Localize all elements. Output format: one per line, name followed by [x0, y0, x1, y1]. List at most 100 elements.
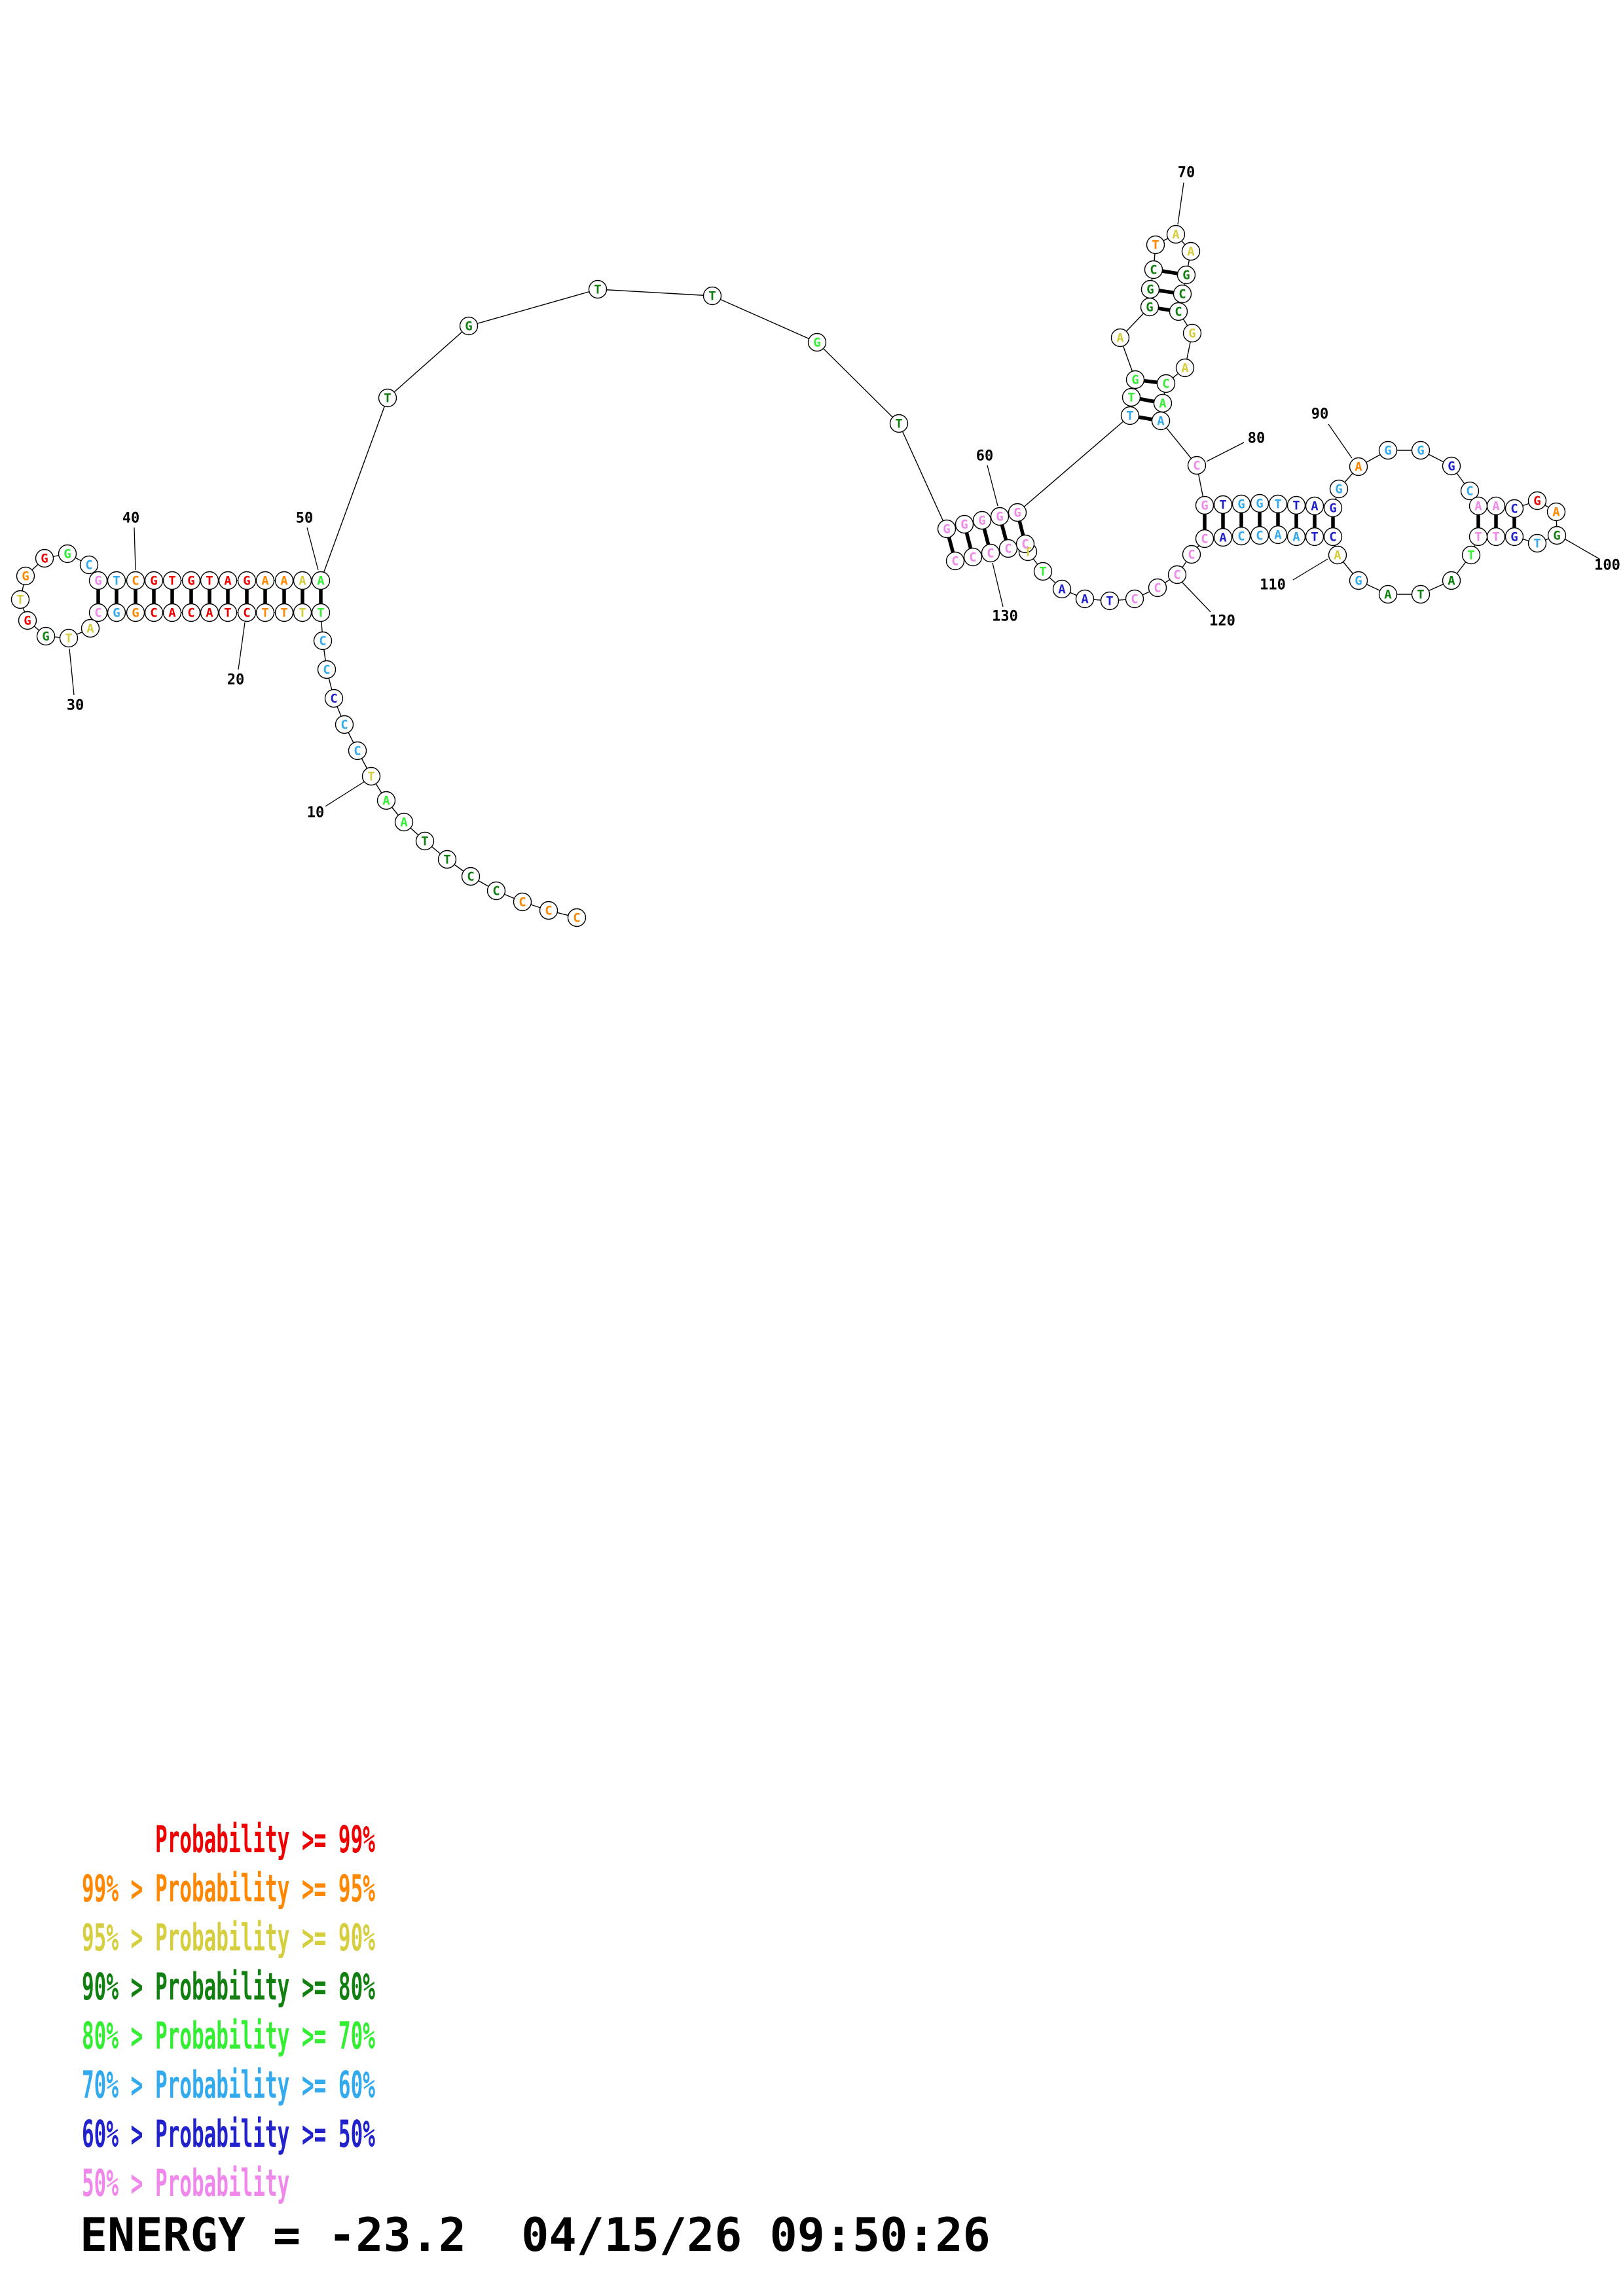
legend-line-0: Probability >= 99% — [82, 1818, 375, 1862]
nucleotide-circle — [293, 571, 312, 590]
position-label-leader — [1565, 539, 1600, 560]
nucleotide-circle — [81, 619, 100, 638]
nucleotide-letter: C — [1004, 542, 1012, 556]
nucleotide-circle — [1169, 302, 1188, 321]
nucleotide-letter: A — [1474, 499, 1482, 514]
nucleotide-circle — [1166, 224, 1186, 244]
nucleotide-letter: C — [1150, 263, 1157, 278]
nucleotide-letter: C — [323, 663, 330, 677]
nucleotide-letter: C — [1188, 548, 1195, 562]
nucleotide-circle — [937, 519, 957, 539]
nucleotide-letter: G — [1256, 497, 1263, 511]
position-label-leader — [1177, 182, 1184, 225]
nucleotide-circle — [311, 603, 331, 622]
nucleotide-circle — [981, 543, 1000, 563]
position-label-leader — [238, 622, 246, 670]
nucleotide-letter: C — [969, 550, 976, 565]
nucleotide-letter: G — [1013, 506, 1021, 520]
nucleotide-letter: C — [1154, 581, 1161, 596]
nucleotide-letter: A — [1274, 528, 1282, 543]
nucleotide-letter: C — [1173, 568, 1180, 583]
nucleotide-letter: G — [996, 510, 1003, 524]
nucleotide-circle — [1075, 589, 1095, 609]
position-label: 90 — [1311, 406, 1329, 423]
nucleotide-circle — [35, 548, 54, 568]
nucleotide-circle — [1411, 584, 1431, 604]
legend-line-3: 90% > Probability >= 80% — [82, 1965, 375, 2009]
nucleotide-circle — [1231, 494, 1251, 514]
legend-line-7: 50% > Probability — [82, 2162, 290, 2206]
nucleotide-letter: T — [168, 574, 175, 588]
nucleotide-letter: G — [1533, 494, 1541, 509]
nucleotide-letter: G — [1553, 529, 1560, 543]
nucleotide-letter: A — [1081, 592, 1089, 607]
nucleotide-letter: C — [951, 554, 958, 569]
nucleotide-letter: A — [1448, 574, 1455, 588]
nucleotide-letter: T — [1126, 409, 1133, 423]
nucleotide-letter: G — [465, 319, 472, 334]
nucleotide-circle — [1250, 526, 1269, 545]
nucleotide-circle — [1286, 527, 1306, 547]
nucleotide-circle — [36, 626, 56, 646]
nucleotide-circle — [1349, 457, 1368, 476]
nucleotide-circle — [79, 555, 99, 575]
nucleotide-circle — [335, 715, 354, 734]
nucleotide-circle — [1146, 235, 1165, 255]
nucleotide-circle — [1504, 527, 1524, 547]
nucleotide-letter: C — [467, 870, 474, 884]
nucleotide-letter: T — [1274, 497, 1281, 512]
nucleotide-letter: G — [1237, 497, 1245, 512]
nucleotide-letter: G — [978, 514, 985, 528]
position-label-leader — [69, 648, 75, 696]
nucleotide-circle — [972, 511, 992, 530]
nucleotide-circle — [1527, 533, 1547, 553]
backbone-line — [898, 423, 947, 529]
nucleotide-circle — [1182, 323, 1202, 343]
nucleotide-letter: G — [1146, 283, 1154, 297]
backbone-line — [1017, 415, 1131, 513]
nucleotide-letter: C — [1178, 287, 1186, 302]
nucleotide-circle — [1195, 495, 1214, 515]
nucleotide-circle — [1182, 545, 1201, 564]
nucleotide-circle — [1461, 545, 1481, 565]
nucleotide-circle — [1527, 491, 1547, 511]
nucleotide-letter: T — [280, 606, 287, 620]
position-label: 120 — [1209, 613, 1235, 630]
nucleotide-letter: C — [573, 911, 580, 925]
nucleotide-circle — [1181, 242, 1201, 261]
nucleotide-letter: G — [1355, 574, 1362, 588]
nucleotide-letter: T — [113, 574, 120, 588]
nucleotide-letter: C — [492, 884, 500, 899]
nucleotide-circle — [1286, 495, 1306, 515]
nucleotide-letter: C — [150, 606, 157, 620]
position-label: 50 — [296, 511, 314, 527]
nucleotide-letter: T — [443, 853, 450, 867]
nucleotide-circle — [1305, 496, 1324, 516]
nucleotide-circle — [1122, 387, 1141, 407]
nucleotide-letter: T — [1039, 565, 1046, 579]
nucleotide-circle — [461, 867, 481, 886]
nucleotide-circle — [1151, 411, 1171, 431]
nucleotide-letter: A — [1552, 505, 1560, 520]
nucleotide-circle — [218, 603, 238, 622]
nucleotide-letter: G — [41, 552, 48, 566]
nucleotide-circle — [1305, 527, 1324, 547]
nucleotide-circle — [1175, 358, 1195, 378]
nucleotide-circle — [1008, 503, 1027, 522]
nucleotide-circle — [126, 603, 145, 622]
nucleotide-circle — [1486, 496, 1506, 516]
nucleotide-letter: C — [519, 895, 526, 910]
nucleotide-circle — [181, 571, 201, 590]
position-label: 70 — [1178, 165, 1195, 181]
position-label: 60 — [976, 448, 994, 465]
nucleotide-circle — [415, 831, 435, 851]
nucleotide-letter: C — [187, 606, 194, 620]
nucleotide-circle — [1442, 456, 1461, 476]
nucleotide-circle — [955, 514, 974, 534]
position-label-leader — [1292, 558, 1328, 581]
nucleotide-circle — [348, 741, 367, 761]
nucleotide-letter: A — [1384, 588, 1392, 602]
nucleotide-letter: G — [1188, 327, 1195, 341]
position-label: 110 — [1260, 577, 1286, 594]
